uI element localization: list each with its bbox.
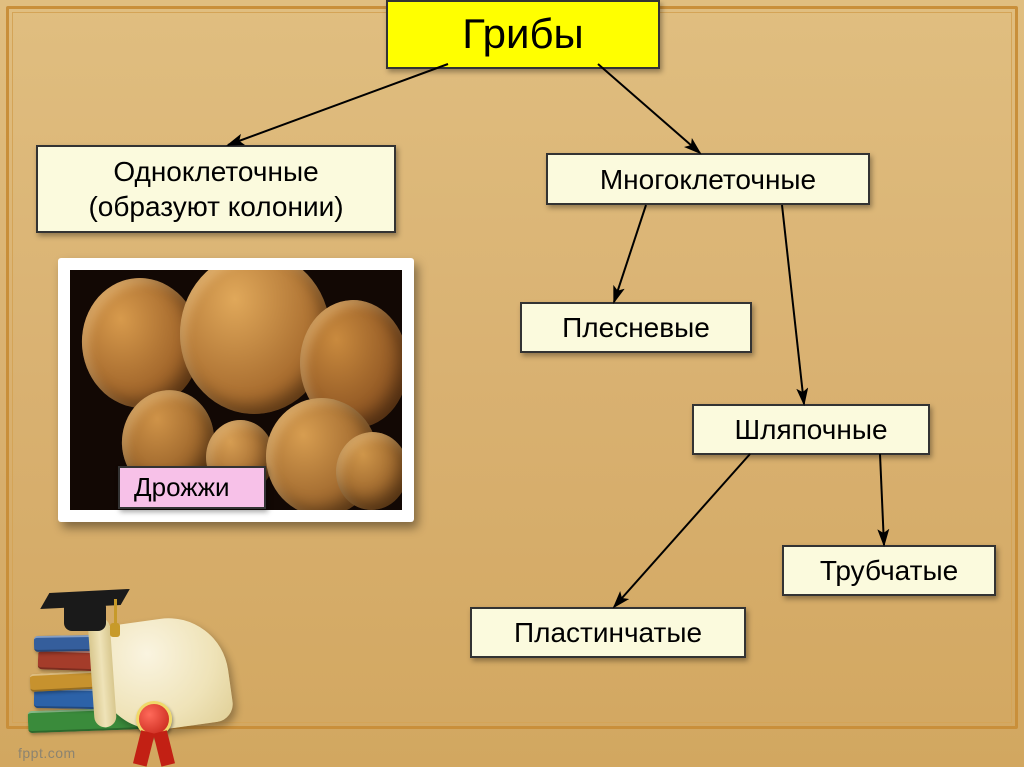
node-tubular: Трубчатые [782, 545, 996, 596]
yeast-label-text: Дрожжи [134, 472, 230, 502]
node-tubular-text: Трубчатые [820, 553, 958, 588]
node-unicellular-text: Одноклеточные (образуют колонии) [88, 154, 343, 224]
node-title-text: Грибы [462, 8, 583, 61]
node-multicellular: Многоклеточные [546, 153, 870, 205]
node-lamellar: Пластинчатые [470, 607, 746, 658]
graduation-cap-icon [46, 591, 124, 637]
node-title: Грибы [386, 0, 660, 69]
node-cap: Шляпочные [692, 404, 930, 455]
node-lamellar-text: Пластинчатые [514, 615, 702, 650]
node-unicellular: Одноклеточные (образуют колонии) [36, 145, 396, 233]
yeast-label: Дрожжи [118, 466, 266, 509]
books-illustration [18, 545, 238, 755]
node-mold: Плесневые [520, 302, 752, 353]
node-multicellular-text: Многоклеточные [600, 162, 816, 197]
node-mold-text: Плесневые [562, 310, 710, 345]
node-cap-text: Шляпочные [734, 412, 887, 447]
footer-watermark: fppt.com [18, 745, 76, 761]
diploma-ribbon [136, 701, 172, 737]
